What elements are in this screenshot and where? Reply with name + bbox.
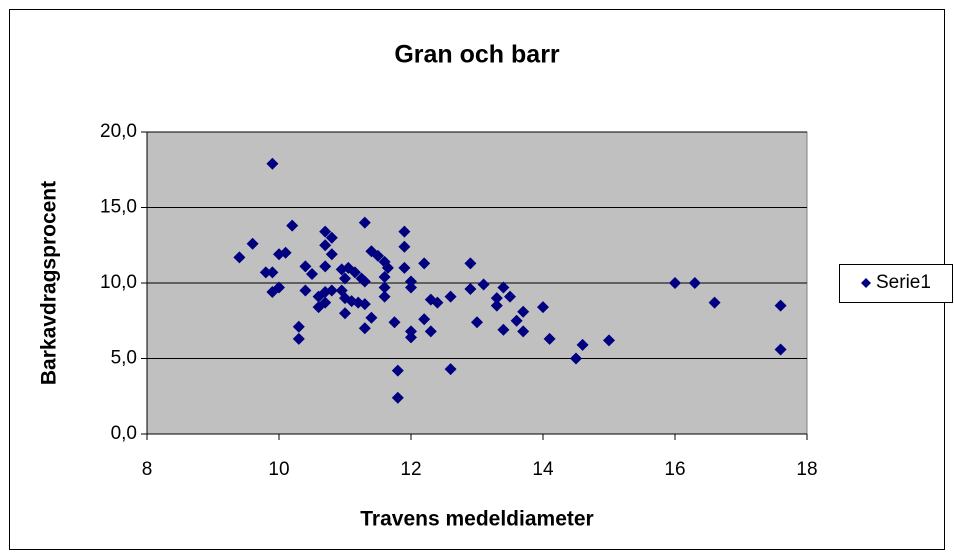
point: [708, 296, 721, 309]
point: [259, 266, 272, 279]
y-tick-label: 5,0: [111, 348, 137, 369]
x-tick-label: 12: [400, 459, 421, 480]
point: [490, 292, 503, 305]
point: [279, 246, 292, 259]
point: [372, 249, 384, 262]
point: [497, 281, 510, 294]
point: [688, 277, 701, 289]
point: [444, 363, 457, 376]
point: [381, 261, 394, 274]
point: [431, 296, 444, 309]
point: [378, 281, 391, 294]
point: [405, 275, 417, 288]
point: [471, 316, 483, 329]
point: [319, 260, 332, 273]
legend: [839, 264, 953, 303]
point: [378, 270, 391, 283]
point: [464, 257, 477, 270]
point: [319, 239, 332, 252]
point: [246, 237, 259, 250]
point: [273, 281, 285, 294]
point: [319, 225, 332, 238]
point: [391, 364, 404, 377]
x-axis-title: Travens medeldiameter: [360, 508, 593, 531]
point: [537, 301, 549, 314]
chart-title: Gran och barr: [394, 41, 560, 69]
point: [497, 323, 510, 336]
point: [358, 322, 371, 335]
legend-marker: [861, 278, 871, 288]
point: [405, 325, 417, 338]
point: [358, 298, 371, 311]
point: [378, 290, 391, 303]
point: [490, 299, 503, 312]
point: [398, 225, 411, 238]
x-tick-label: 8: [142, 459, 153, 480]
point: [299, 284, 312, 297]
point: [517, 325, 530, 338]
point: [325, 231, 338, 244]
point: [510, 314, 523, 327]
point: [424, 325, 437, 338]
point: [339, 307, 351, 320]
point: [325, 284, 338, 297]
point: [477, 278, 490, 291]
point: [444, 290, 457, 303]
point: [570, 352, 582, 365]
point: [325, 248, 338, 261]
legend-label: Serie1: [876, 272, 931, 293]
x-tick-label: 16: [664, 459, 685, 480]
point: [348, 266, 361, 279]
point: [299, 260, 312, 273]
point: [464, 283, 477, 296]
point: [543, 332, 556, 345]
point: [266, 157, 279, 170]
point: [286, 219, 299, 232]
point: [306, 267, 318, 280]
point: [405, 331, 417, 344]
point: [517, 305, 530, 318]
point: [669, 277, 681, 289]
point: [391, 391, 404, 404]
point: [365, 245, 378, 258]
y-tick-label: 10,0: [100, 272, 137, 293]
point: [319, 296, 332, 309]
point: [398, 261, 411, 274]
point: [603, 334, 615, 347]
y-axis-title: Barkavdragsprocent: [38, 181, 61, 385]
point: [365, 311, 378, 324]
x-tick-label: 18: [796, 459, 817, 480]
point: [504, 290, 516, 303]
point: [266, 266, 279, 279]
y-tick-label: 15,0: [100, 197, 137, 218]
point: [774, 343, 787, 356]
point: [418, 313, 431, 326]
point: [398, 240, 411, 253]
point: [388, 316, 401, 329]
point: [405, 281, 417, 294]
point: [292, 332, 305, 345]
point: [233, 251, 246, 264]
point: [358, 275, 371, 288]
point: [576, 338, 589, 351]
x-tick-label: 10: [268, 459, 289, 480]
point: [339, 272, 351, 285]
point: [358, 216, 371, 229]
x-tick-label: 14: [532, 459, 554, 480]
point: [774, 299, 787, 312]
point: [292, 320, 305, 333]
y-tick-label: 20,0: [100, 121, 137, 142]
y-tick-label: 0,0: [111, 423, 137, 444]
point: [418, 257, 431, 270]
